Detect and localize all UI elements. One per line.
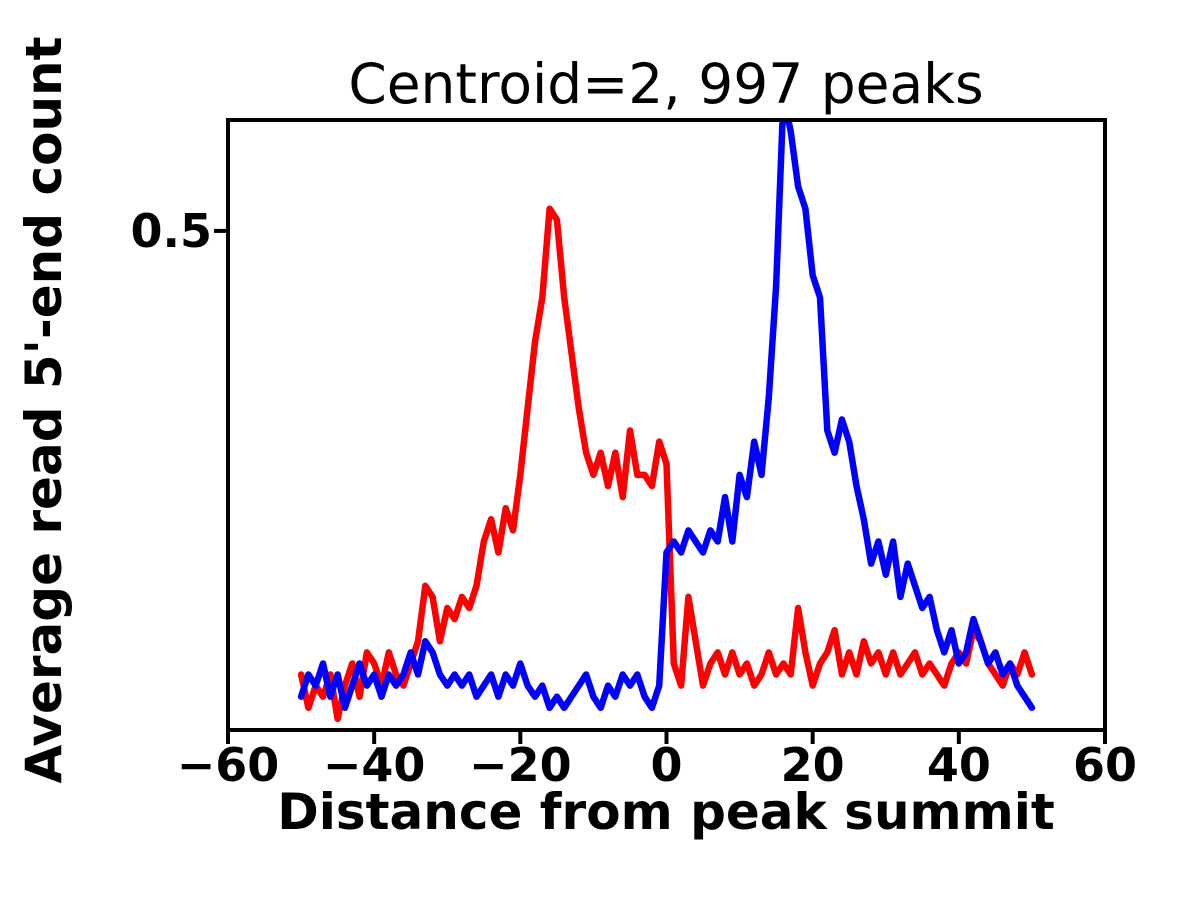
x-tick-label: 0: [650, 738, 683, 792]
x-tick-label: −60: [176, 738, 280, 792]
blue-series-line: [297, 120, 1036, 712]
x-tick-label: −40: [322, 738, 426, 792]
x-tick-label: −20: [469, 738, 572, 792]
y-tick-label: 0.5: [130, 203, 213, 258]
red-series-line: [297, 205, 1036, 723]
x-tick-label: 40: [926, 738, 991, 792]
x-axis-label: Distance from peak summit: [277, 783, 1055, 841]
x-tick-label: 20: [780, 738, 845, 792]
y-axis-label: Average read 5'-end count: [15, 36, 73, 784]
chart-title: Centroid=2, 997 peaks: [348, 52, 984, 116]
x-tick-label: 60: [1072, 738, 1138, 792]
